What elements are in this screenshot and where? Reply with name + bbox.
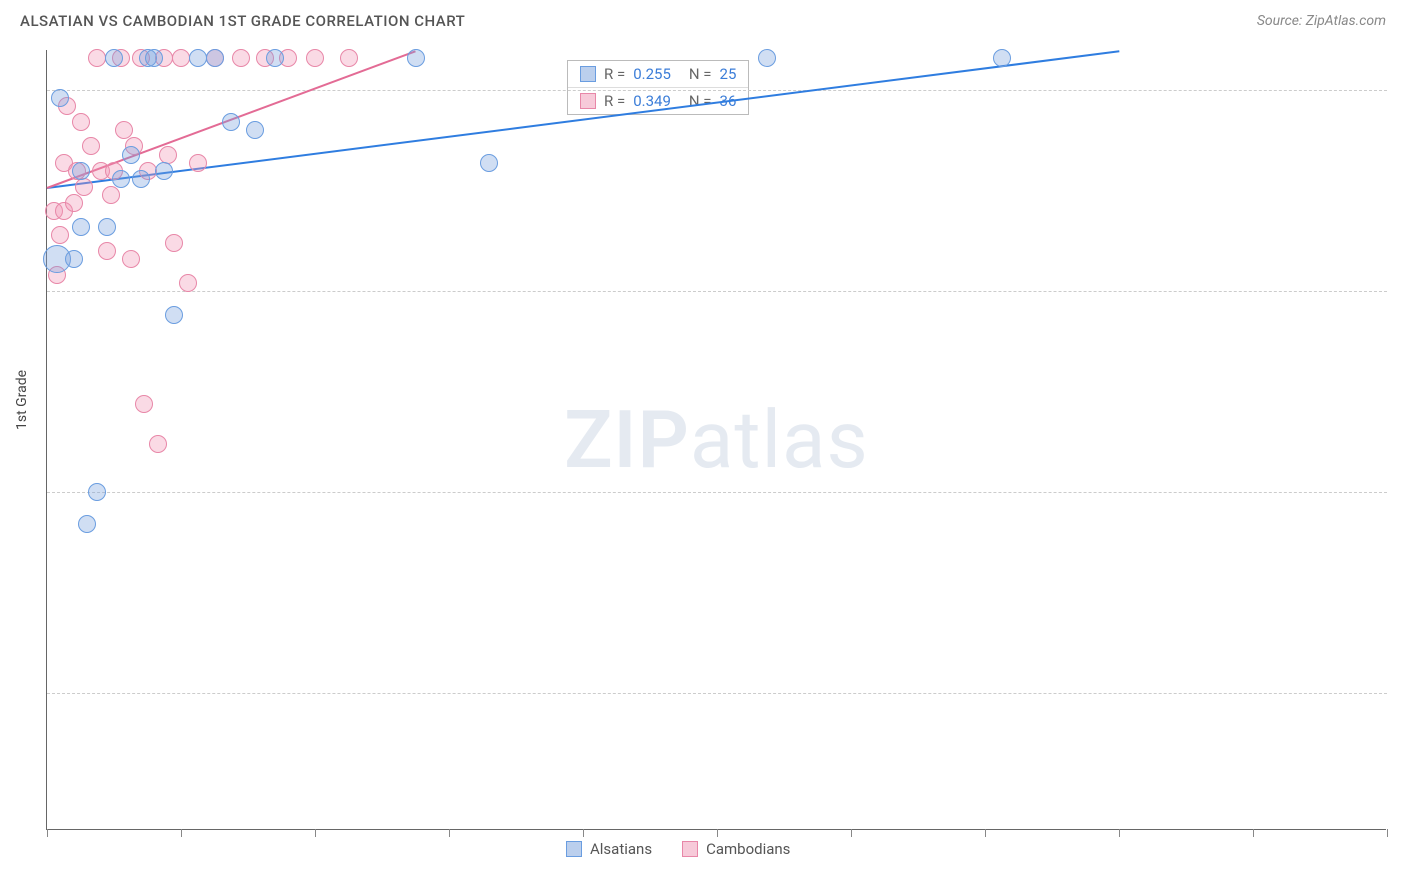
data-point <box>51 89 69 107</box>
data-point <box>112 170 130 188</box>
legend-label: Alsatians <box>590 840 652 858</box>
r-label: R = <box>604 92 625 110</box>
data-point <box>115 121 133 139</box>
legend-item-cambodians: Cambodians <box>682 840 790 858</box>
swatch-blue-icon <box>566 841 582 857</box>
gridline <box>47 492 1387 493</box>
swatch-pink-icon <box>682 841 698 857</box>
x-tick <box>851 829 852 837</box>
data-point <box>266 49 284 67</box>
gridline <box>47 90 1387 91</box>
x-tick <box>449 829 450 837</box>
x-tick <box>985 829 986 837</box>
data-point <box>145 49 163 67</box>
y-tick-label: 92.5% <box>1391 684 1406 700</box>
chart-source: Source: ZipAtlas.com <box>1257 13 1386 29</box>
data-point <box>72 218 90 236</box>
watermark: ZIPatlas <box>564 393 869 487</box>
data-point <box>758 49 776 67</box>
data-point <box>72 113 90 131</box>
data-point <box>98 218 116 236</box>
n-value-alsatians: 25 <box>720 65 737 83</box>
watermark-rest: atlas <box>690 393 869 487</box>
n-label: N = <box>689 92 712 110</box>
chart-area: ZIPatlas R = 0.255 N = 25 R = 0.349 N = … <box>46 50 1386 830</box>
x-tick <box>1387 829 1388 837</box>
x-tick <box>1253 829 1254 837</box>
x-tick <box>315 829 316 837</box>
data-point <box>122 250 140 268</box>
watermark-bold: ZIP <box>564 393 690 487</box>
y-tick-label: 97.5% <box>1391 282 1406 298</box>
data-point <box>189 154 207 172</box>
correlation-stats-box: R = 0.255 N = 25 R = 0.349 N = 36 <box>567 60 749 115</box>
data-point <box>222 113 240 131</box>
data-point <box>189 49 207 67</box>
chart-title: ALSATIAN VS CAMBODIAN 1ST GRADE CORRELAT… <box>20 12 465 30</box>
stats-row-alsatians: R = 0.255 N = 25 <box>568 61 748 87</box>
x-tick <box>47 829 48 837</box>
data-point <box>172 49 190 67</box>
data-point <box>232 49 250 67</box>
data-point <box>65 194 83 212</box>
data-point <box>98 242 116 260</box>
data-point <box>78 515 96 533</box>
x-tick <box>717 829 718 837</box>
data-point <box>165 234 183 252</box>
n-label: N = <box>689 65 712 83</box>
gridline <box>47 291 1387 292</box>
data-point <box>135 395 153 413</box>
data-point <box>72 162 90 180</box>
data-point <box>206 49 224 67</box>
data-point <box>51 226 69 244</box>
x-tick <box>1119 829 1120 837</box>
data-point <box>993 49 1011 67</box>
r-value-alsatians: 0.255 <box>633 65 671 83</box>
data-point <box>179 274 197 292</box>
data-point <box>155 162 173 180</box>
data-point <box>82 137 100 155</box>
swatch-pink-icon <box>580 93 596 109</box>
data-point <box>75 178 93 196</box>
data-point <box>122 146 140 164</box>
swatch-blue-icon <box>580 66 596 82</box>
data-point <box>132 170 150 188</box>
data-point <box>88 483 106 501</box>
y-axis-label: 1st Grade <box>14 370 30 430</box>
x-tick <box>181 829 182 837</box>
data-point <box>340 49 358 67</box>
gridline <box>47 693 1387 694</box>
x-tick <box>583 829 584 837</box>
data-point <box>88 49 106 67</box>
data-point <box>306 49 324 67</box>
data-point <box>165 306 183 324</box>
r-label: R = <box>604 65 625 83</box>
legend: Alsatians Cambodians <box>566 840 790 858</box>
legend-item-alsatians: Alsatians <box>566 840 652 858</box>
data-point <box>246 121 264 139</box>
data-point <box>407 49 425 67</box>
data-point <box>149 435 167 453</box>
plot-region: ZIPatlas R = 0.255 N = 25 R = 0.349 N = … <box>46 50 1386 830</box>
data-point <box>102 186 120 204</box>
legend-label: Cambodians <box>706 840 790 858</box>
data-point <box>105 49 123 67</box>
data-point <box>480 154 498 172</box>
chart-header: ALSATIAN VS CAMBODIAN 1ST GRADE CORRELAT… <box>0 0 1406 38</box>
data-point <box>65 250 83 268</box>
